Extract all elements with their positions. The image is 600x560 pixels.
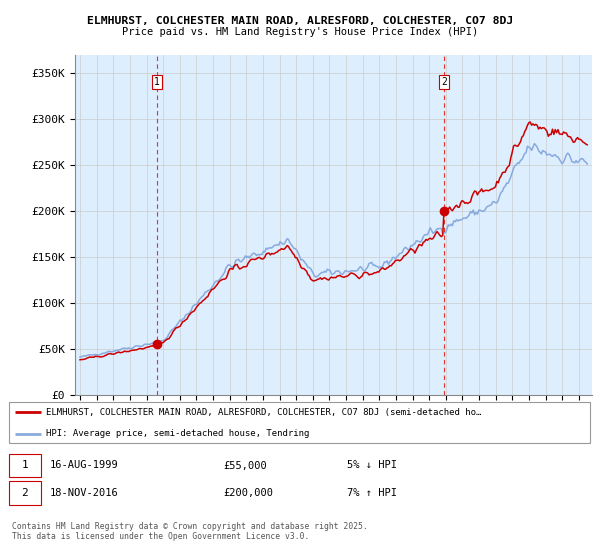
Text: Contains HM Land Registry data © Crown copyright and database right 2025.
This d: Contains HM Land Registry data © Crown c… (12, 522, 368, 542)
Text: 18-NOV-2016: 18-NOV-2016 (50, 488, 119, 498)
Text: 5% ↓ HPI: 5% ↓ HPI (347, 460, 397, 470)
Text: 1: 1 (154, 77, 160, 87)
Text: £55,000: £55,000 (224, 460, 268, 470)
Text: 16-AUG-1999: 16-AUG-1999 (50, 460, 119, 470)
Text: ELMHURST, COLCHESTER MAIN ROAD, ALRESFORD, COLCHESTER, CO7 8DJ: ELMHURST, COLCHESTER MAIN ROAD, ALRESFOR… (87, 16, 513, 26)
Text: 1: 1 (22, 460, 28, 470)
FancyBboxPatch shape (9, 402, 590, 443)
Text: 2: 2 (22, 488, 28, 498)
Text: Price paid vs. HM Land Registry's House Price Index (HPI): Price paid vs. HM Land Registry's House … (122, 27, 478, 37)
Text: ELMHURST, COLCHESTER MAIN ROAD, ALRESFORD, COLCHESTER, CO7 8DJ (semi-detached ho: ELMHURST, COLCHESTER MAIN ROAD, ALRESFOR… (46, 408, 481, 417)
FancyBboxPatch shape (9, 482, 41, 505)
Text: 7% ↑ HPI: 7% ↑ HPI (347, 488, 397, 498)
FancyBboxPatch shape (9, 454, 41, 477)
Text: £200,000: £200,000 (224, 488, 274, 498)
Text: 2: 2 (441, 77, 447, 87)
Text: HPI: Average price, semi-detached house, Tendring: HPI: Average price, semi-detached house,… (46, 429, 310, 438)
